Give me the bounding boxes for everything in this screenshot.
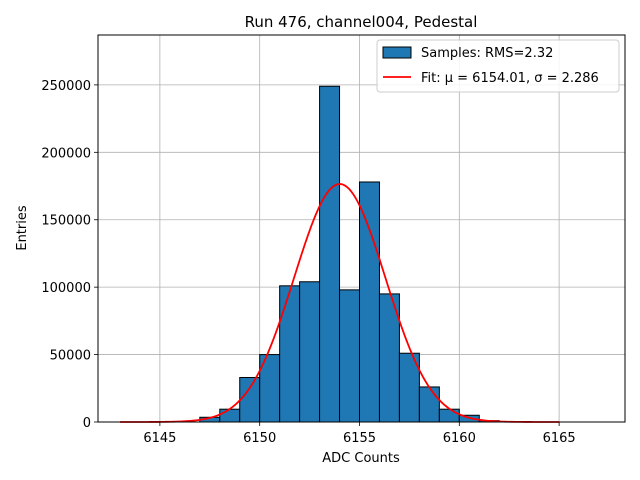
y-tick-label: 0 xyxy=(83,416,91,431)
x-tick-label: 6155 xyxy=(343,431,376,446)
histogram-bar xyxy=(279,285,301,423)
x-tick-label: 6160 xyxy=(443,431,476,446)
histogram-bars xyxy=(199,85,500,423)
y-tick-label: 100000 xyxy=(41,281,91,296)
histogram-bar xyxy=(239,377,261,423)
legend-samples-swatch xyxy=(382,46,412,59)
legend-samples-label: Samples: RMS=2.32 xyxy=(421,46,553,61)
x-tick-label: 6165 xyxy=(543,431,576,446)
y-axis-ticks: 0 50000 100000 150000 200000 250000 xyxy=(41,79,98,431)
x-tick-label: 6150 xyxy=(243,431,276,446)
gaussian-fit-curve xyxy=(119,183,560,423)
y-tick-label: 50000 xyxy=(50,349,91,364)
legend-box xyxy=(376,39,620,93)
histogram-bar xyxy=(339,289,361,423)
x-tick-label: 6145 xyxy=(143,431,176,446)
histogram-bar xyxy=(359,181,380,423)
histogram-bar xyxy=(319,85,341,423)
fit-curve-group xyxy=(119,183,560,423)
legend: Samples: RMS=2.32 Fit: μ = 6154.01, σ = … xyxy=(376,39,620,93)
histogram-bar xyxy=(438,408,460,423)
legend-fit-label: Fit: μ = 6154.01, σ = 2.286 xyxy=(421,71,599,86)
x-axis-ticks: 6145 6150 6155 6160 6165 xyxy=(143,422,576,446)
x-axis-label: ADC Counts xyxy=(322,451,400,466)
y-axis-label: Entries xyxy=(15,205,30,251)
chart-title: Run 476, channel004, Pedestal xyxy=(245,13,478,31)
plot-frame xyxy=(97,34,626,423)
y-tick-label: 250000 xyxy=(41,79,91,94)
histogram-bar xyxy=(299,281,321,423)
y-tick-label: 150000 xyxy=(41,214,91,229)
y-tick-label: 200000 xyxy=(41,146,91,161)
histogram-bar xyxy=(418,386,440,423)
histogram-bar xyxy=(219,408,241,423)
